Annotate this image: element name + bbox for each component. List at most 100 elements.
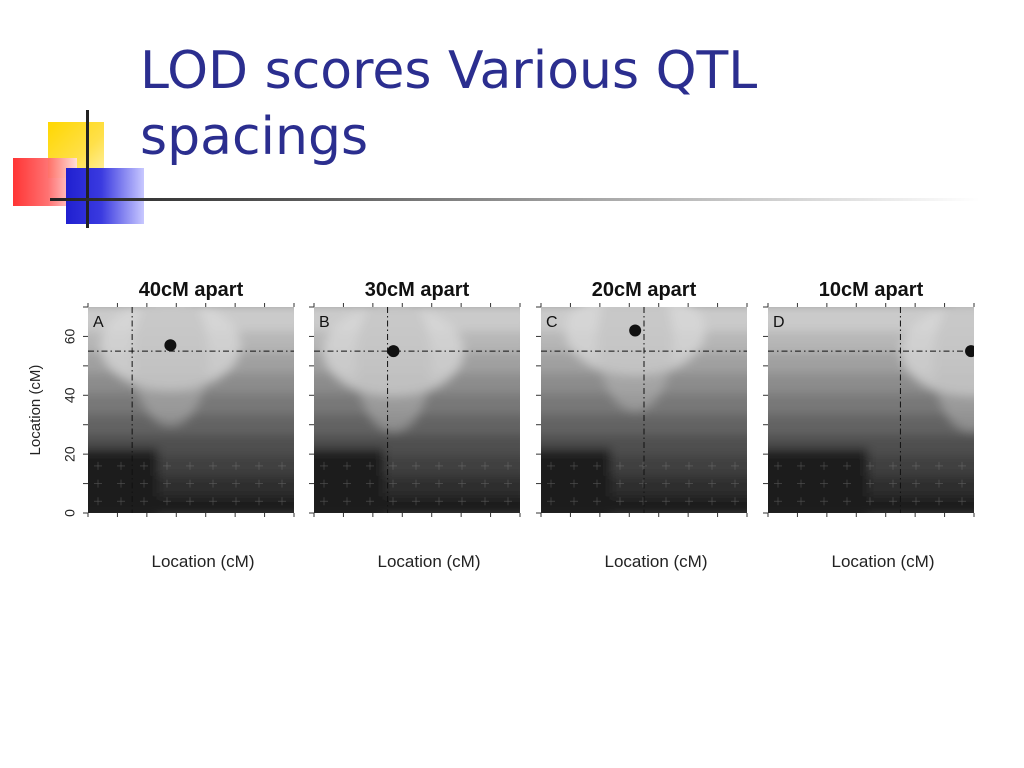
heatmap-texture-mark	[94, 497, 102, 506]
decorative-vertical-line	[86, 110, 89, 228]
heatmap-texture-mark	[685, 479, 693, 488]
heatmap-texture-mark	[209, 497, 217, 506]
heatmap-texture-mark	[412, 461, 420, 470]
heatmap-texture-mark	[278, 497, 286, 506]
heatmap-texture-mark	[140, 461, 148, 470]
y-tick-label: 0	[62, 509, 78, 517]
heatmap-texture-mark	[320, 461, 328, 470]
heatmap-texture-mark	[389, 497, 397, 506]
heatmap-texture-mark	[866, 479, 874, 488]
heatmap-texture-mark	[820, 497, 828, 506]
heatmap-texture-mark	[639, 497, 647, 506]
heatmap-texture-mark	[797, 461, 805, 470]
heatmap-texture-mark	[94, 479, 102, 488]
heatmap-texture-mark	[708, 479, 716, 488]
slide-title-line-2: spacings	[140, 107, 369, 167]
heatmap-texture-mark	[797, 497, 805, 506]
heatmap-peak-column	[597, 307, 674, 411]
heatmap-texture-mark	[320, 497, 328, 506]
heatmap-texture-mark	[774, 497, 782, 506]
heatmap-texture-mark	[912, 497, 920, 506]
heatmap-texture-mark	[458, 479, 466, 488]
heatmap-texture-mark	[320, 479, 328, 488]
heatmap-texture-mark	[685, 461, 693, 470]
heatmap-texture-mark	[255, 479, 263, 488]
heatmap-texture-mark	[117, 461, 125, 470]
panel-title: 20cM apart	[592, 279, 697, 301]
heatmap-low-region	[314, 448, 384, 513]
lod-heatmap-figure: 40cM apart A 0 20 40 60 Location (cM) Location …	[27, 279, 975, 571]
heatmap-texture-mark	[731, 479, 739, 488]
heatmap-texture-mark	[458, 497, 466, 506]
panel-title: 40cM apart	[139, 279, 244, 301]
heatmap-texture-mark	[889, 479, 897, 488]
heatmap-texture-mark	[662, 461, 670, 470]
slide-title: LOD scores Various QTL spacings	[140, 38, 757, 170]
peak-marker	[387, 345, 400, 358]
y-tick-label: 20	[62, 446, 78, 462]
heatmap-texture-mark	[866, 497, 874, 506]
heatmap-texture-mark	[435, 461, 443, 470]
heatmap-bands	[314, 307, 520, 513]
heatmap-field	[88, 307, 294, 513]
heatmap-texture-mark	[412, 479, 420, 488]
heatmap-texture-mark	[912, 461, 920, 470]
heatmap-texture-mark	[958, 461, 966, 470]
panel-letter: C	[546, 314, 558, 331]
heatmap-texture-mark	[935, 497, 943, 506]
heatmap-texture-mark	[163, 479, 171, 488]
heatmap-texture-mark	[366, 461, 374, 470]
heatmap-texture-mark	[843, 461, 851, 470]
y-axis-label: Location (cM)	[27, 365, 44, 456]
heatmap-texture-mark	[343, 479, 351, 488]
heatmap-texture-mark	[481, 497, 489, 506]
peak-marker	[965, 345, 974, 358]
decorative-blue-square	[66, 168, 144, 224]
heatmap-texture-mark	[958, 497, 966, 506]
heatmap-texture-mark	[255, 461, 263, 470]
heatmap-texture-mark	[435, 479, 443, 488]
y-tick-label: 40	[62, 387, 78, 403]
heatmap-texture-mark	[186, 461, 194, 470]
heatmap-texture-mark	[547, 479, 555, 488]
panel-title: 30cM apart	[365, 279, 470, 301]
heatmap-texture-mark	[117, 479, 125, 488]
heatmap-texture-mark	[232, 497, 240, 506]
x-axis-label: Location (cM)	[832, 552, 935, 571]
heatmap-texture-mark	[797, 479, 805, 488]
heatmap-field	[314, 307, 520, 513]
heatmap-texture-mark	[616, 497, 624, 506]
heatmap-texture-mark	[209, 461, 217, 470]
heatmap-texture-mark	[232, 461, 240, 470]
heatmap-texture-mark	[774, 479, 782, 488]
heatmap-texture-mark	[912, 479, 920, 488]
heatmap-bands	[768, 307, 974, 513]
heatmap-texture-mark	[593, 479, 601, 488]
heatmap-texture-mark	[593, 461, 601, 470]
y-tick-label: 60	[62, 328, 78, 344]
heatmap-texture-mark	[639, 461, 647, 470]
heatmap-texture-mark	[820, 461, 828, 470]
heatmap-texture-mark	[94, 461, 102, 470]
heatmap-texture-mark	[278, 461, 286, 470]
heatmap-texture-mark	[731, 461, 739, 470]
heatmap-texture-mark	[843, 479, 851, 488]
heatmap-texture-mark	[889, 497, 897, 506]
heatmap-texture-mark	[343, 461, 351, 470]
heatmap-low-region	[88, 448, 158, 513]
heatmap-texture-mark	[708, 461, 716, 470]
heatmap-texture-mark	[412, 497, 420, 506]
heatmap-texture-mark	[685, 497, 693, 506]
heatmap-texture-mark	[708, 497, 716, 506]
heatmap-texture-mark	[481, 461, 489, 470]
heatmap-texture-mark	[186, 479, 194, 488]
slide-title-line-1: LOD scores Various QTL	[140, 41, 758, 101]
heatmap-texture-mark	[140, 497, 148, 506]
heatmap-peak-column	[933, 307, 974, 432]
heatmap-texture-mark	[366, 497, 374, 506]
heatmap-texture-mark	[163, 497, 171, 506]
heatmap-texture-mark	[504, 461, 512, 470]
heatmap-panel-c: 20cM apart C Location (cM)	[536, 279, 748, 571]
peak-marker	[629, 324, 642, 337]
heatmap-texture-mark	[389, 479, 397, 488]
